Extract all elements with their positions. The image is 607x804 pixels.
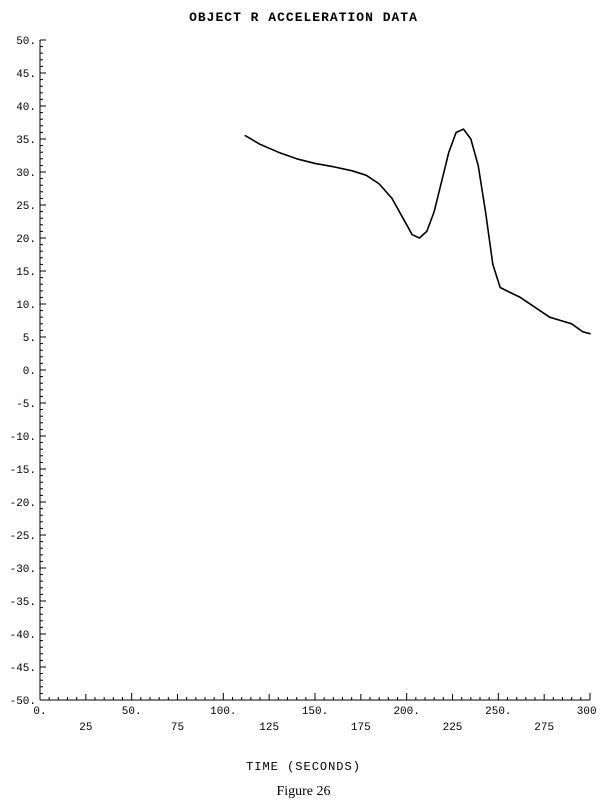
svg-text:45.: 45. xyxy=(16,69,36,81)
svg-text:20.: 20. xyxy=(16,234,36,246)
svg-text:300.: 300. xyxy=(577,706,598,718)
svg-text:0.: 0. xyxy=(23,366,36,378)
svg-text:250.: 250. xyxy=(485,706,511,718)
svg-text:-45.: -45. xyxy=(10,663,36,675)
svg-text:50.: 50. xyxy=(122,706,142,718)
chart-title: OBJECT R ACCELERATION DATA xyxy=(0,10,607,25)
x-axis-label: TIME (SECONDS) xyxy=(0,760,607,774)
svg-text:25: 25 xyxy=(79,722,92,734)
svg-text:0.: 0. xyxy=(33,706,46,718)
svg-text:150.: 150. xyxy=(302,706,328,718)
svg-text:-50.: -50. xyxy=(10,696,36,708)
svg-text:-20.: -20. xyxy=(10,498,36,510)
chart-page: OBJECT R ACCELERATION DATA -50.-45.-40.-… xyxy=(0,0,607,804)
svg-text:275: 275 xyxy=(534,722,554,734)
svg-text:-35.: -35. xyxy=(10,597,36,609)
svg-text:-5.: -5. xyxy=(16,399,36,411)
svg-text:125: 125 xyxy=(259,722,279,734)
svg-text:-30.: -30. xyxy=(10,564,36,576)
svg-text:35.: 35. xyxy=(16,135,36,147)
svg-text:-25.: -25. xyxy=(10,531,36,543)
svg-text:200.: 200. xyxy=(393,706,419,718)
svg-text:-15.: -15. xyxy=(10,465,36,477)
svg-text:-10.: -10. xyxy=(10,432,36,444)
svg-text:225: 225 xyxy=(443,722,463,734)
figure-caption: Figure 26 xyxy=(0,784,607,800)
svg-text:40.: 40. xyxy=(16,102,36,114)
svg-text:-40.: -40. xyxy=(10,630,36,642)
svg-text:100.: 100. xyxy=(210,706,236,718)
svg-text:15.: 15. xyxy=(16,267,36,279)
svg-text:75: 75 xyxy=(171,722,184,734)
svg-text:175: 175 xyxy=(351,722,371,734)
svg-text:25.: 25. xyxy=(16,201,36,213)
chart-plot: -50. -45. -40. -35. -30. -25. -20. -15. -10. -5. 0… xyxy=(2,36,598,742)
svg-text:50.: 50. xyxy=(16,36,36,48)
svg-text:5.: 5. xyxy=(23,333,36,345)
svg-text:10.: 10. xyxy=(16,300,36,312)
svg-text:30.: 30. xyxy=(16,168,36,180)
